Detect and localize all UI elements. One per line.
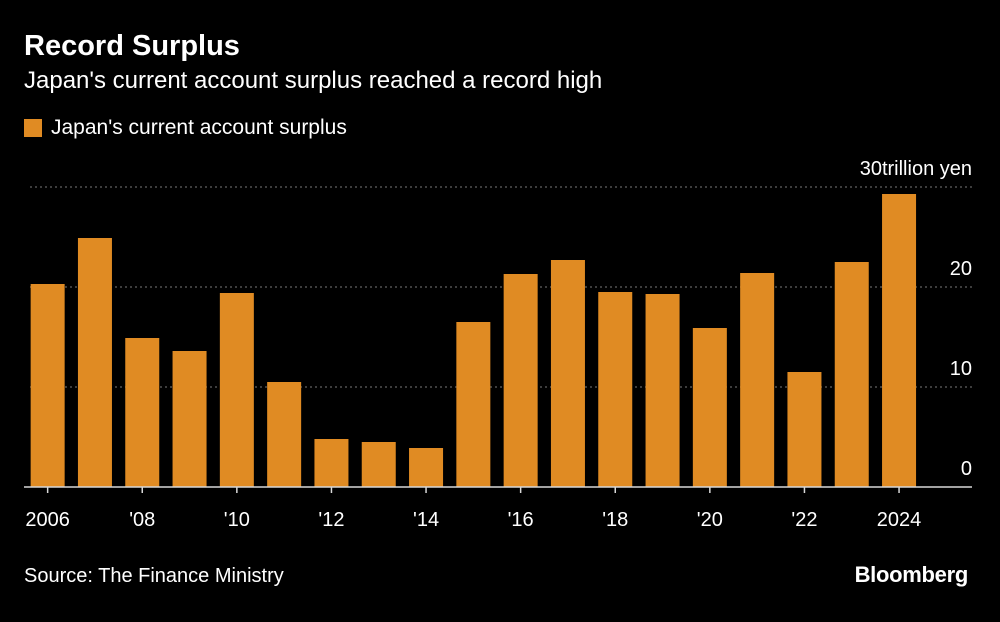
bar: [598, 292, 633, 487]
bar: [550, 260, 585, 487]
x-tick-label: '08: [129, 509, 155, 531]
y-axis-unit-label: 30trillion yen: [860, 158, 972, 180]
legend-label: Japan's current account surplus: [51, 116, 347, 139]
legend-swatch: [24, 119, 42, 137]
bar: [503, 274, 538, 487]
y-tick-label: 20: [950, 258, 972, 280]
bar: [456, 322, 491, 487]
bar: [645, 294, 680, 487]
x-tick-label: '10: [224, 509, 250, 531]
bar: [267, 382, 302, 487]
x-tick-label: '22: [791, 509, 817, 531]
x-tick-label: 2006: [25, 509, 70, 531]
y-tick-label: 0: [961, 458, 972, 480]
bar: [172, 351, 207, 487]
chart-legend: Japan's current account surplus: [24, 116, 347, 140]
bar: [30, 284, 65, 487]
bar: [409, 448, 444, 487]
bloomberg-logo: Bloomberg: [854, 562, 969, 587]
bar: [834, 262, 869, 487]
x-tick-label: '20: [697, 509, 723, 531]
bar: [125, 338, 160, 487]
chart-subtitle: Japan's current account surplus reached …: [24, 67, 603, 94]
bar: [77, 238, 112, 487]
bar: [740, 273, 775, 487]
y-tick-label: 10: [950, 358, 972, 380]
x-tick-label: '16: [508, 509, 534, 531]
x-tick-label: 2024: [877, 509, 922, 531]
x-tick-label: '12: [318, 509, 344, 531]
bar: [692, 328, 727, 487]
x-tick-label: '18: [602, 509, 628, 531]
bar: [361, 442, 396, 487]
bar: [882, 194, 917, 487]
bar: [219, 293, 254, 487]
bar: [787, 372, 822, 487]
chart-title: Record Surplus: [24, 30, 240, 62]
bar: [314, 439, 349, 487]
source-note: Source: The Finance Ministry: [24, 565, 284, 587]
x-tick-label: '14: [413, 509, 439, 531]
